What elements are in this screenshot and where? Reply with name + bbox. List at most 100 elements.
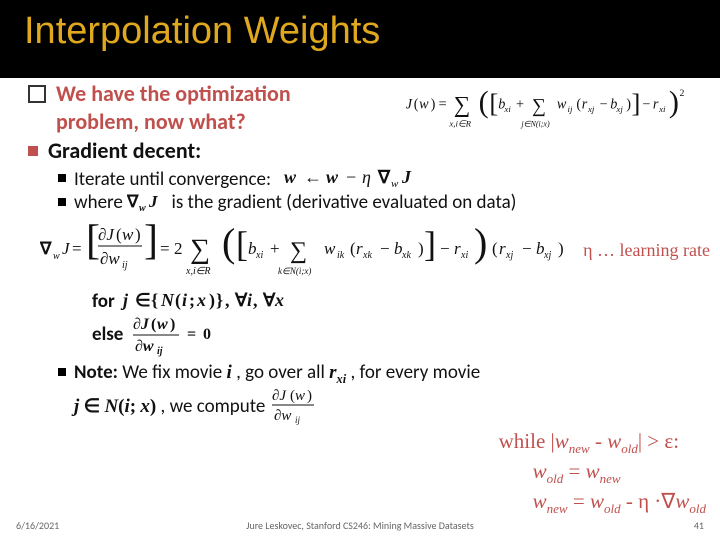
learning-rate-text: … learning rate <box>593 240 710 260</box>
svg-text:J: J <box>401 167 412 187</box>
partial-small: ∂J ( w ) ∂w ij <box>270 386 324 426</box>
svg-text:xj: xj <box>543 250 551 261</box>
svg-text:}: } <box>216 290 223 310</box>
svg-text:xk: xk <box>362 250 372 261</box>
slide-title: Interpolation Weights <box>24 10 380 52</box>
svg-text:{: { <box>151 290 158 310</box>
svg-text:∇: ∇ <box>377 167 391 187</box>
svg-text:,: , <box>253 290 258 310</box>
svg-text:): ) <box>209 290 215 311</box>
svg-text:xi: xi <box>255 250 263 261</box>
svg-text:): ) <box>135 225 141 244</box>
svg-text:−: − <box>522 239 532 258</box>
where-text: where ∇ w J is the gradient (derivative … <box>74 191 516 214</box>
footer: 6/16/2021 Jure Leskovec, Stanford CS246:… <box>16 519 704 532</box>
footer-page: 41 <box>694 519 704 532</box>
svg-text:ij: ij <box>157 346 163 357</box>
opt-line2: problem, now what? <box>56 108 246 135</box>
svg-text:r: r <box>454 239 461 258</box>
note-label: Note: <box>74 361 118 384</box>
footer-date: 6/16/2021 <box>16 519 59 532</box>
while-line2: wold = wnew <box>499 458 706 488</box>
svg-text:−: − <box>380 239 390 258</box>
gradient-bullet: Gradient decent: <box>28 137 710 165</box>
svg-text:w: w <box>53 251 60 262</box>
hollow-square-icon <box>28 85 46 103</box>
svg-text:J: J <box>148 192 158 211</box>
svg-text:η: η <box>362 167 371 187</box>
footer-center: Jure Leskovec, Stanford CS246: Mining Ma… <box>246 519 474 532</box>
svg-text:∂w: ∂w <box>274 408 291 424</box>
svg-text:−: − <box>346 167 356 187</box>
svg-text:k∈N(i;x): k∈N(i;x) <box>278 266 311 276</box>
svg-text:−: − <box>440 239 450 258</box>
where-label: where <box>74 191 123 214</box>
svg-text:): ) <box>418 239 424 258</box>
svg-text:∂J: ∂J <box>133 316 150 333</box>
svg-text:∀: ∀ <box>262 290 276 310</box>
svg-text:xi: xi <box>460 250 468 261</box>
black-square-icon <box>58 174 66 182</box>
svg-text:ij: ij <box>122 260 128 271</box>
note-rest2: , go over all <box>236 361 329 384</box>
svg-text:): ) <box>170 316 175 333</box>
svg-text:(: ( <box>492 239 498 258</box>
svg-text:r: r <box>499 239 506 258</box>
gradient-label: Gradient decent: <box>48 137 201 165</box>
svg-text:w: w <box>122 225 134 244</box>
svg-text:]: ] <box>424 224 436 264</box>
svg-text:(: ( <box>151 316 156 333</box>
svg-text:w: w <box>284 167 297 187</box>
svg-text:w: w <box>295 388 305 404</box>
svg-text:=: = <box>160 239 170 258</box>
else-formula: ∂J ( w ) ∂w ij = 0 <box>129 313 239 357</box>
eta-symbol: η <box>583 240 592 260</box>
svg-text:2: 2 <box>174 239 183 258</box>
svg-text:+: + <box>270 239 280 258</box>
title-bar: Interpolation Weights <box>0 0 720 78</box>
svg-text:∂J: ∂J <box>272 388 287 404</box>
svg-text:w: w <box>139 203 146 212</box>
svg-text:w: w <box>326 167 339 187</box>
svg-text:∀: ∀ <box>234 290 248 310</box>
for-line: for j ∈ { N ( i ; x ) } , ∀ i , ∀ <box>92 289 710 313</box>
while-block: while |wnew - wold| > ε: wold = wnew wne… <box>499 428 706 518</box>
svg-text:∇: ∇ <box>40 239 52 258</box>
svg-text:ik: ik <box>337 250 345 261</box>
svg-text:x: x <box>196 290 206 310</box>
svg-text:∂w: ∂w <box>100 249 120 268</box>
note-line2a: , we compute <box>161 395 270 418</box>
svg-text:∂J: ∂J <box>98 225 115 244</box>
svg-text:j: j <box>120 290 129 310</box>
update-formula: w ← w − η ∇ w J <box>284 167 454 189</box>
red-square-icon <box>28 146 38 156</box>
svg-text:x: x <box>274 290 284 310</box>
else-label: else <box>92 323 123 346</box>
svg-text:xk: xk <box>401 250 411 261</box>
svg-text:w: w <box>391 178 399 189</box>
slide: Interpolation Weights J ( w ) = ∑ x,i∈R … <box>0 0 720 540</box>
grad-symbol: ∇ w J <box>127 192 167 212</box>
svg-text:∇: ∇ <box>127 192 139 211</box>
svg-text:=: = <box>187 326 196 343</box>
for-set-formula: j ∈ { N ( i ; x ) } , ∀ i , ∀ x <box>119 289 349 313</box>
svg-text:ij: ij <box>295 415 301 425</box>
svg-text:0: 0 <box>203 326 211 343</box>
svg-text:(: ( <box>175 290 181 311</box>
note-rest1: We fix movie <box>122 361 226 384</box>
body: We have the optimization problem, now wh… <box>0 78 720 540</box>
svg-text:): ) <box>474 220 487 265</box>
else-line: else ∂J ( w ) ∂w ij = 0 <box>92 313 710 357</box>
svg-text:∑: ∑ <box>190 234 210 265</box>
opt-line1: We have the optimization <box>56 80 291 107</box>
iterate-line: Iterate until convergence: w ← w − η ∇ w… <box>58 167 710 191</box>
svg-text:;: ; <box>189 290 195 310</box>
note-line: Note: We fix movie i , go over all rxi ,… <box>58 361 710 427</box>
svg-text:=: = <box>72 239 82 258</box>
learning-rate-note: η … learning rate <box>583 240 710 261</box>
svg-text:]: ] <box>144 218 158 264</box>
black-square-icon <box>58 198 66 206</box>
while-line3: wnew = wold - η ·∇wold <box>499 488 706 518</box>
for-label: for <box>92 290 115 313</box>
iterate-text: Iterate until convergence: w ← w − η ∇ w… <box>74 167 454 191</box>
